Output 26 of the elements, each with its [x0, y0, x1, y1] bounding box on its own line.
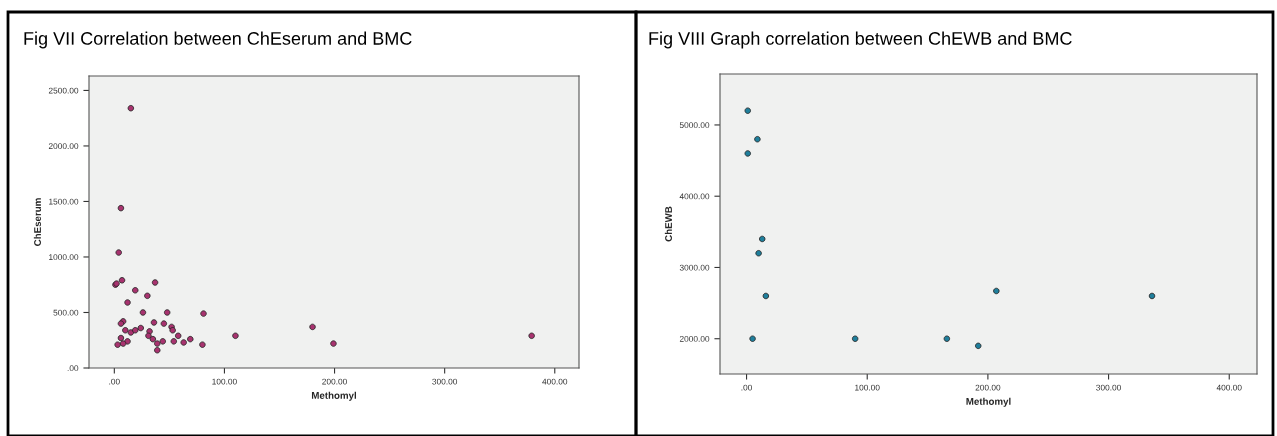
- y-tick-label: 5000.00: [679, 122, 710, 129]
- y-tick-label: 2500.00: [48, 87, 79, 94]
- y-tick-label: 1000.00: [49, 254, 79, 261]
- x-tick-label: 100.00: [855, 384, 880, 391]
- x-tick-label: 400.00: [1216, 384, 1242, 391]
- y-axis-title: ChEserum: [33, 198, 41, 246]
- x-tick-label: 300.00: [432, 378, 458, 385]
- y-tick-label: 4000.00: [679, 193, 710, 200]
- y-axis-title: ChEWB: [664, 206, 672, 242]
- x-tick-label: 100.00: [212, 378, 237, 385]
- x-tick-label: 300.00: [1096, 384, 1121, 391]
- x-tick-label: 200.00: [975, 384, 1001, 391]
- y-tick-label: 3000.00: [679, 264, 710, 271]
- y-tick-label: .00: [67, 365, 79, 372]
- x-tick-label: .00: [109, 378, 120, 385]
- x-tick-label: .00: [741, 384, 753, 391]
- chart-title: Fig VII Correlation between ChEserum and BMC: [24, 31, 412, 49]
- y-tick-label: 500.00: [53, 309, 79, 316]
- x-axis-title: Methomyl: [966, 397, 1011, 407]
- chart-title: Fig VIII Graph correlation between ChEWB and BMC: [649, 31, 1072, 49]
- y-tick-label: 2000.00: [679, 335, 710, 342]
- x-tick-label: 400.00: [542, 378, 568, 385]
- x-tick-label: 200.00: [322, 378, 347, 385]
- y-tick-label: 1500.00: [49, 198, 79, 205]
- y-tick-label: 2000.00: [48, 143, 79, 150]
- x-axis-title: Methomyl: [311, 391, 356, 401]
